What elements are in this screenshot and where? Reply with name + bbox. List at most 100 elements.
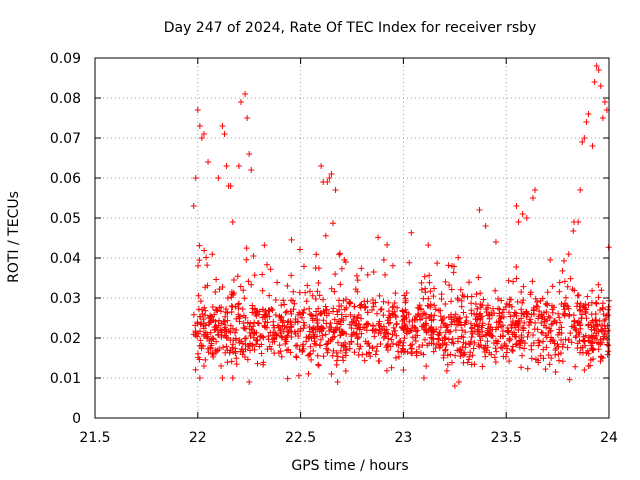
data-point [199, 306, 206, 313]
data-point [562, 294, 569, 301]
data-point [442, 300, 449, 307]
data-point [558, 337, 565, 344]
data-point [605, 348, 612, 355]
data-point [492, 359, 499, 366]
data-point [605, 303, 612, 310]
data-point [537, 297, 544, 304]
data-point [468, 300, 475, 307]
data-point [499, 322, 506, 329]
data-point [370, 323, 377, 330]
data-point [303, 298, 310, 305]
data-point [307, 311, 314, 318]
data-point [581, 367, 588, 373]
data-point [233, 355, 240, 362]
data-point [552, 346, 559, 353]
data-point [504, 328, 511, 335]
data-point [481, 348, 488, 355]
data-point [585, 111, 592, 117]
data-point [377, 341, 384, 348]
data-point [322, 232, 329, 239]
data-point [240, 287, 247, 294]
data-point [278, 353, 285, 360]
data-point [421, 336, 428, 343]
data-point [548, 321, 555, 328]
data-point [585, 302, 592, 309]
data-point [353, 317, 360, 324]
data-point [534, 326, 541, 333]
data-point [229, 325, 236, 332]
data-point [562, 310, 569, 317]
data-point [518, 334, 525, 341]
data-point [585, 350, 592, 357]
data-point [328, 171, 335, 177]
data-point [227, 337, 234, 344]
data-point [484, 344, 491, 351]
y-tick-label: 0.05 [50, 211, 81, 227]
data-point [597, 336, 604, 343]
data-point [284, 375, 291, 382]
data-point [521, 319, 528, 326]
data-point [448, 298, 455, 305]
data-point [592, 318, 599, 325]
data-point [511, 309, 518, 316]
data-point [195, 350, 202, 357]
data-point [392, 290, 399, 297]
data-point [524, 365, 531, 372]
data-point [367, 353, 374, 360]
data-point [213, 276, 220, 283]
data-point [393, 320, 400, 327]
data-point [402, 299, 409, 306]
data-point [234, 273, 241, 280]
data-point [441, 334, 448, 341]
data-point [487, 327, 494, 334]
data-point [540, 355, 547, 362]
data-point [425, 242, 432, 249]
data-point [320, 353, 327, 360]
data-point [221, 131, 228, 137]
plot-frame [94, 57, 610, 419]
data-point [475, 331, 482, 338]
data-point [371, 333, 378, 340]
data-point [575, 318, 582, 325]
data-point [431, 285, 438, 292]
data-point [490, 305, 497, 312]
data-point [474, 305, 481, 312]
data-point [419, 342, 426, 349]
data-point [555, 343, 562, 350]
data-point [300, 325, 307, 332]
data-point [440, 320, 447, 327]
data-point [455, 347, 462, 354]
data-point [243, 256, 250, 263]
data-point [423, 320, 430, 327]
data-point [481, 345, 488, 352]
data-point [332, 187, 339, 193]
data-point [540, 338, 547, 345]
data-point [366, 343, 373, 350]
data-point [454, 338, 461, 345]
data-point [467, 320, 474, 327]
x-tick-label: 23.5 [491, 430, 522, 446]
data-point [514, 298, 521, 305]
data-point [334, 379, 341, 385]
x-tick-label: 21.5 [79, 430, 110, 446]
data-point [354, 335, 361, 342]
data-point [580, 337, 587, 344]
data-point [595, 294, 602, 301]
data-point [409, 322, 416, 329]
data-point [218, 304, 225, 311]
data-point [388, 364, 395, 371]
data-point [348, 333, 355, 340]
data-point [227, 322, 234, 329]
data-point [392, 354, 399, 361]
data-point [408, 229, 415, 236]
data-point [582, 310, 589, 317]
data-point [319, 332, 326, 339]
data-point [432, 345, 439, 352]
data-point [507, 321, 514, 328]
data-point [597, 83, 604, 89]
data-point [398, 349, 405, 356]
data-point [224, 317, 231, 324]
data-point [480, 296, 487, 303]
data-point [467, 338, 474, 345]
data-point [561, 306, 568, 313]
